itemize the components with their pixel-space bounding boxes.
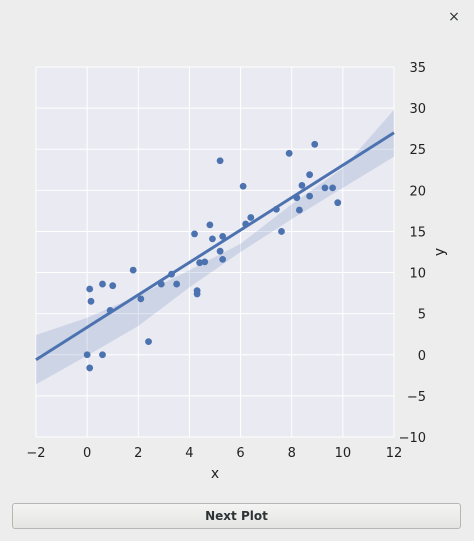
data-point <box>87 297 95 305</box>
x-tick-label: 2 <box>134 446 142 461</box>
x-tick-label: 10 <box>335 446 352 461</box>
data-point <box>193 290 201 298</box>
data-point <box>86 364 94 372</box>
data-point <box>196 259 204 267</box>
data-point <box>293 194 301 202</box>
data-points <box>83 140 342 372</box>
y-tick-label: −10 <box>399 431 426 446</box>
data-point <box>216 157 224 165</box>
data-point <box>247 214 255 221</box>
data-point <box>272 205 280 213</box>
data-point <box>242 220 250 228</box>
data-point <box>168 270 175 278</box>
data-point <box>278 228 285 235</box>
data-point <box>329 184 337 192</box>
x-tick-label: 8 <box>288 446 296 461</box>
data-point <box>83 351 91 359</box>
x-tick-label: 0 <box>83 446 91 461</box>
y-tick-label: 10 <box>409 267 426 282</box>
data-point <box>321 184 329 192</box>
y-tick-labels: −10 −5 0 5 10 15 20 25 30 35 <box>399 61 426 446</box>
data-point <box>306 192 314 200</box>
data-point <box>209 235 216 243</box>
data-point <box>206 221 214 229</box>
y-tick-label: 25 <box>409 143 426 158</box>
data-point <box>334 199 342 207</box>
y-tick-label: 5 <box>418 308 426 323</box>
plot-area: −2 0 2 4 6 8 10 12 −10 −5 0 5 10 15 20 25 30 35 x y <box>0 34 474 498</box>
grid-lines <box>35 66 395 438</box>
data-point <box>173 280 181 288</box>
data-point <box>239 182 247 190</box>
data-point <box>99 351 106 359</box>
plot-background <box>36 67 394 437</box>
y-tick-label: 0 <box>418 349 426 364</box>
title-bar: × <box>0 0 474 34</box>
data-point <box>157 280 165 288</box>
data-point <box>86 285 94 293</box>
x-tick-label: 12 <box>386 446 403 461</box>
data-point <box>306 171 314 179</box>
data-point <box>298 182 306 189</box>
next-plot-button[interactable]: Next Plot <box>12 503 461 529</box>
x-tick-label: 4 <box>185 446 193 461</box>
x-tick-labels: −2 0 2 4 6 8 10 12 <box>26 446 402 461</box>
y-tick-label: 35 <box>409 61 426 76</box>
regression-chart: −2 0 2 4 6 8 10 12 −10 −5 0 5 10 15 20 25 30 35 x y <box>26 61 448 482</box>
data-point <box>295 206 303 214</box>
data-point <box>216 247 224 255</box>
data-point <box>106 306 114 314</box>
regression-line <box>35 131 395 361</box>
data-point <box>137 295 145 303</box>
data-point <box>285 149 293 157</box>
y-tick-label: 20 <box>409 184 426 199</box>
y-tick-label: −5 <box>407 390 426 405</box>
x-tick-label: −2 <box>26 446 45 461</box>
y-tick-label: 30 <box>409 102 426 117</box>
y-axis-label: y <box>432 248 448 256</box>
x-axis-label: x <box>211 466 219 482</box>
confidence-band <box>36 109 394 385</box>
data-point <box>145 338 152 346</box>
data-point <box>201 258 209 266</box>
data-point <box>129 266 137 274</box>
data-point <box>311 140 319 148</box>
close-icon[interactable]: × <box>448 9 460 25</box>
data-point <box>219 232 227 240</box>
data-point <box>99 280 106 288</box>
data-point <box>191 230 198 238</box>
y-tick-label: 15 <box>409 225 426 240</box>
data-point <box>109 282 117 290</box>
x-tick-label: 6 <box>236 446 244 461</box>
data-point <box>219 256 227 263</box>
